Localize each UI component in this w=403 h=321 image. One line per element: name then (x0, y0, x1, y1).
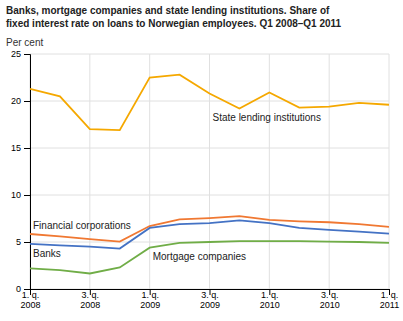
grid-line (89, 54, 90, 289)
tick-label: 10 (11, 190, 21, 200)
tick-mark (24, 101, 30, 102)
tick-mark (24, 195, 30, 196)
grid-line (149, 54, 150, 289)
tick-label: 3. q.2009 (200, 290, 220, 310)
y-tick: 15 (11, 143, 30, 153)
series-line (30, 75, 389, 130)
x-tick: 1. q.2011 (380, 289, 399, 310)
grid-line (389, 54, 390, 289)
y-axis: 0 5 10 15 20 25 (11, 49, 31, 294)
axis-domain (24, 55, 31, 290)
grid-line (329, 54, 330, 289)
tick-label: 15 (11, 143, 21, 153)
tick-label: 3. q.2010 (320, 290, 340, 310)
x-tick: 1. q.2010 (260, 289, 280, 310)
plot: 1. q.2008 3. q.2008 1. q.2009 3. q.2009 1. q… (11, 49, 399, 310)
series-label: Mortgage companies (153, 251, 246, 262)
tick-label: 1. q.2010 (260, 290, 280, 310)
tick-label: 5 (16, 237, 21, 247)
tick-label: 25 (11, 49, 21, 59)
lines (30, 75, 389, 274)
series-line (30, 216, 389, 241)
title: Banks, mortgage companies and state lend… (6, 5, 342, 29)
y-tick: 10 (11, 190, 30, 200)
y-axis-label: Per cent (6, 37, 43, 48)
y-tick: 5 (16, 237, 30, 247)
x-tick: 3. q.2008 (80, 289, 100, 310)
x-tick: 1. q.2008 (20, 289, 40, 310)
grid-line (269, 54, 270, 289)
x-tick: 1. q.2009 (140, 289, 160, 310)
tick-mark (24, 148, 30, 149)
series-label: State lending institutions (213, 112, 321, 123)
tick-label: 1. q.2009 (140, 290, 160, 310)
x-axis: 1. q.2008 3. q.2008 1. q.2009 3. q.2009 1. q… (20, 289, 399, 310)
tick-label: 1. q.2011 (380, 290, 399, 310)
y-tick: 0 (16, 284, 30, 294)
series-labels: State lending institutions Financial corp… (33, 112, 321, 262)
series-label: Financial corporations (33, 220, 131, 231)
tick-label: 1. q.2008 (20, 290, 40, 310)
series-line (30, 220, 389, 248)
tick-mark (24, 242, 30, 243)
tick-label: 3. q.2008 (80, 290, 100, 310)
y-tick: 20 (11, 96, 30, 106)
x-tick: 3. q.2009 (200, 289, 220, 310)
tick-mark (24, 289, 30, 290)
tick-label: 0 (16, 284, 21, 294)
x-tick: 3. q.2010 (320, 289, 340, 310)
chart: Banks, mortgage companies and state lend… (0, 0, 403, 321)
series-line (30, 241, 389, 273)
y-tick: 25 (11, 49, 30, 59)
tick-label: 20 (11, 96, 21, 106)
tick-mark (24, 54, 30, 55)
series-label: Banks (33, 248, 61, 259)
grid (30, 54, 389, 289)
